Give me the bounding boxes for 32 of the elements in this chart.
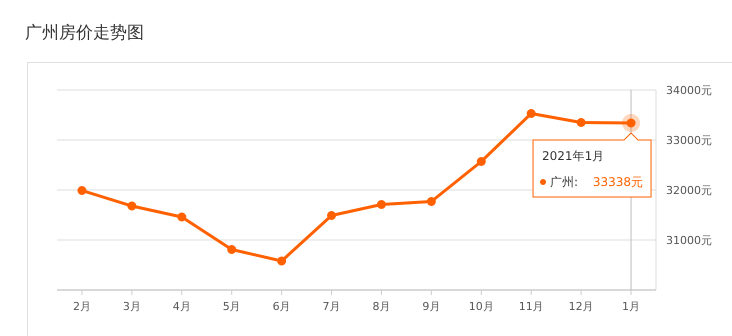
x-tick-label: 1月 [622,300,640,313]
x-tick-label: 11月 [518,300,544,313]
y-tick-label: 32000元 [666,184,712,197]
annotation: 33338元 [592,175,644,189]
point [476,157,486,166]
x-tick-label: 10月 [468,300,494,313]
x-tick-label: 5月 [222,300,241,313]
x-tick-label: 7月 [322,300,341,313]
point [526,109,536,118]
x-tick-label: 2月 [72,300,91,313]
point [77,186,86,195]
point [277,256,286,266]
legend-label: 广州: [550,175,578,189]
point [227,245,236,254]
point [426,197,436,206]
point [127,202,136,210]
x-tick-label: 6月 [272,300,291,313]
title: 广州房价走势图 [25,23,144,43]
x-tick-label: 12月 [568,300,594,313]
y-tick-label: 33000元 [666,134,712,147]
x-tick-label: 3月 [122,300,141,313]
y-tick-label: 31000元 [666,234,712,247]
y-tick-label: 34000元 [666,84,712,97]
legend: 广州: [540,175,578,189]
annotation: 2021年1月 [542,149,604,163]
point [376,200,386,209]
point [327,211,336,220]
x-tick-label: 9月 [422,300,440,313]
x-tick-label: 4月 [172,300,191,313]
point [177,212,186,222]
x-tick-label: 8月 [372,300,390,313]
point [576,118,586,127]
